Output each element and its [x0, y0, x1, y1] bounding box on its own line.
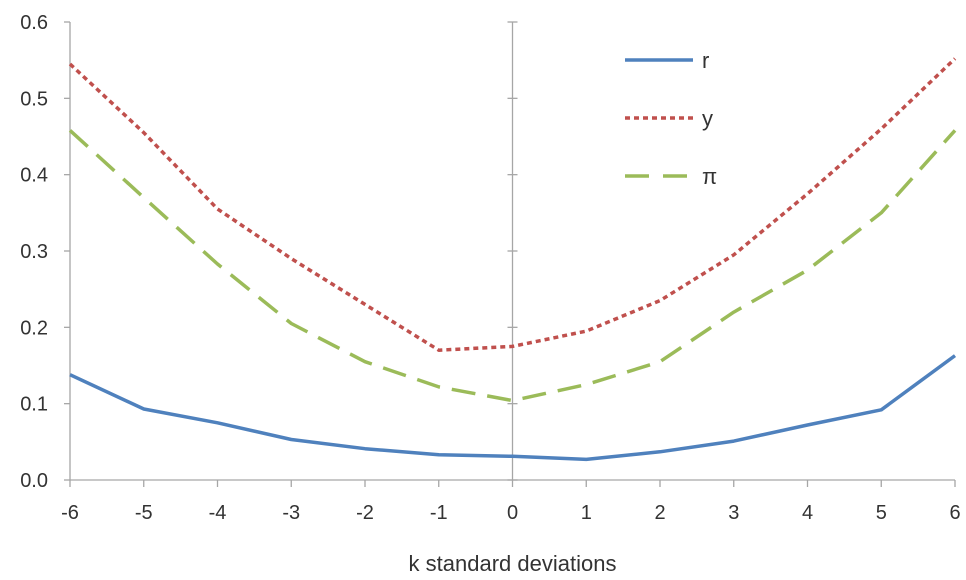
series	[68, 57, 957, 462]
x-tick-label: 1	[581, 502, 592, 524]
x-tick-label: -6	[61, 502, 79, 524]
y-tick-label: 0.1	[20, 394, 48, 416]
x-tick-label: -4	[209, 502, 227, 524]
x-tick-label: -2	[356, 502, 374, 524]
y-tick-label: 0.0	[20, 470, 48, 492]
series-line-3	[68, 129, 957, 403]
y-tick-label: 0.3	[20, 241, 48, 263]
series-line-2	[68, 57, 957, 352]
y-tick-label: 0.6	[20, 12, 48, 34]
x-tick-label: 2	[654, 502, 665, 524]
x-tick-label: -5	[135, 502, 153, 524]
x-tick-label: 4	[802, 502, 813, 524]
x-tick-label: 0	[507, 502, 518, 524]
series-line-1	[69, 354, 957, 462]
y-tick-label: 0.2	[20, 317, 48, 339]
x-axis-title: k standard deviations	[409, 551, 617, 576]
legend: r y π	[625, 48, 717, 189]
x-tick-label: 3	[728, 502, 739, 524]
legend-label-3: π	[702, 164, 717, 189]
x-tick-label: -1	[430, 502, 448, 524]
x-tick-label: 5	[876, 502, 887, 524]
legend-label-1: r	[702, 48, 709, 73]
x-tick-label: 6	[949, 502, 960, 524]
y-tick-label: 0.4	[20, 165, 48, 187]
axes: 0.0 0.1 0.2 0.3 0.4 0.5 0.6 -6 -5 -4 -3 -2 -1 0 1 2 3 4 5 6	[20, 12, 960, 524]
legend-label-2: y	[702, 106, 713, 131]
x-tick-label: -3	[282, 502, 300, 524]
y-tick-label: 0.5	[20, 88, 48, 110]
